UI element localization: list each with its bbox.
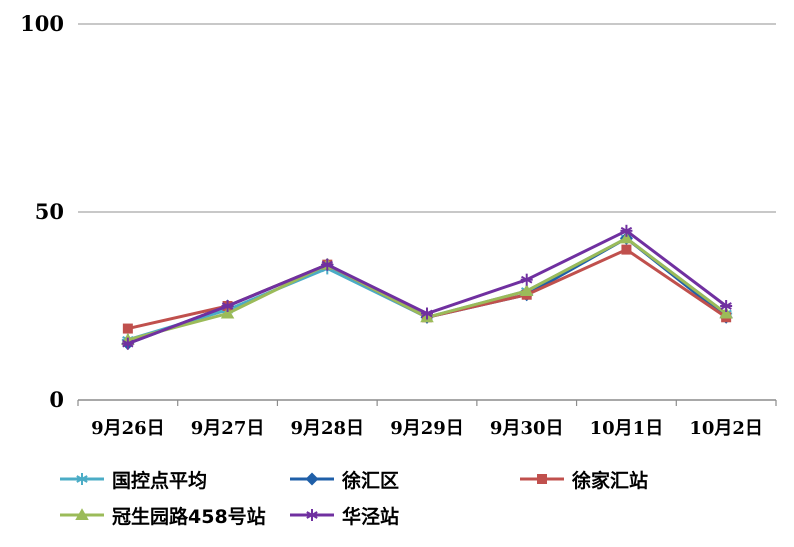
y-tick-label: 100 <box>20 11 64 36</box>
data-point-marker <box>520 273 533 286</box>
series-4 <box>121 224 733 350</box>
data-point-marker <box>621 244 632 255</box>
x-axis-tick-labels: 9月26日 9月27日 9月28日 9月29日 9月30日 10月1日 10月2日 <box>77 400 777 439</box>
x-tick-label: 10月1日 <box>590 418 664 439</box>
series-3 <box>121 231 733 345</box>
data-point-marker <box>121 337 134 350</box>
data-point-marker <box>619 231 634 244</box>
data-point-marker <box>122 323 133 334</box>
data-point-marker <box>220 306 235 319</box>
data-point-marker <box>720 300 733 312</box>
x-tick-label: 9月28日 <box>290 418 364 439</box>
y-tick-label: 0 <box>49 387 64 412</box>
x-tick-label: 9月27日 <box>191 418 265 439</box>
data-point-marker <box>620 224 633 237</box>
x-tick-label: 9月30日 <box>490 418 564 439</box>
series-line <box>127 236 728 346</box>
y-tick-label: 50 <box>35 199 64 224</box>
data-point-marker <box>519 284 534 296</box>
series-lines <box>121 224 733 351</box>
x-tick-label: 9月26日 <box>91 418 165 439</box>
x-tick-label: 9月29日 <box>390 418 464 439</box>
series-line <box>127 236 728 342</box>
data-point-marker <box>421 307 433 320</box>
data-point-marker <box>221 300 234 312</box>
gridlines <box>78 23 776 401</box>
data-point-marker <box>719 306 733 319</box>
x-tick-label: 10月2日 <box>689 418 763 439</box>
y-axis-tick-labels: 0 50 100 <box>20 11 64 412</box>
series-line <box>127 236 728 342</box>
data-point-marker <box>321 258 334 271</box>
